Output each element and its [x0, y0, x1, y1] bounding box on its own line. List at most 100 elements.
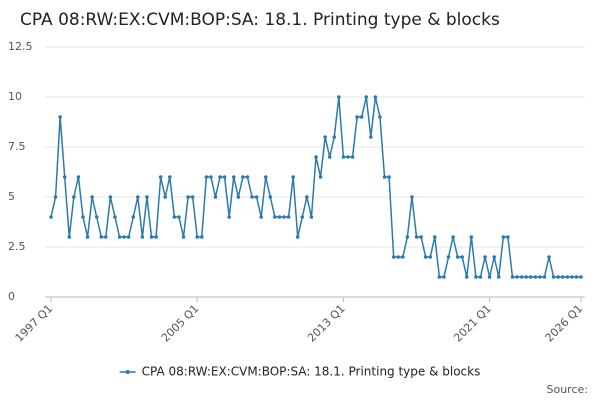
data-point [405, 235, 410, 239]
data-point [570, 275, 574, 279]
x-tick-label: 1997 Q1 [13, 302, 56, 345]
data-point [218, 175, 222, 179]
data-point [355, 115, 359, 119]
data-point [382, 175, 387, 179]
data-point [259, 215, 263, 219]
data-point [81, 215, 85, 219]
data-point [401, 255, 405, 259]
legend-label: CPA 08:RW:EX:CVM:BOP:SA: 18.1. Printing … [142, 365, 481, 379]
data-point [332, 135, 337, 139]
data-point [126, 235, 131, 239]
data-point [158, 175, 163, 179]
data-point [90, 195, 94, 199]
data-point [396, 255, 401, 259]
data-point [222, 175, 227, 179]
data-point [305, 195, 309, 199]
data-line [50, 96, 581, 278]
data-point [369, 135, 373, 139]
data-point [250, 195, 254, 199]
data-point [560, 275, 565, 279]
x-tick-label: 2026 Q1 [543, 302, 586, 345]
data-point [113, 215, 117, 219]
data-point [474, 275, 478, 279]
data-point [172, 215, 177, 219]
data-point [72, 195, 76, 199]
y-tick-label: 2.5 [8, 240, 26, 253]
data-point [154, 235, 158, 239]
data-point [501, 235, 506, 239]
data-point [487, 275, 492, 279]
data-point [391, 255, 396, 259]
data-point [318, 175, 323, 179]
data-point [268, 195, 273, 199]
data-point [314, 155, 318, 159]
y-tick-label: 10 [8, 90, 22, 103]
x-tick-label: 2021 Q1 [451, 302, 494, 345]
data-point [254, 195, 259, 199]
x-tick-label: 2013 Q1 [305, 302, 348, 345]
data-point [282, 215, 286, 219]
data-point [387, 175, 391, 179]
data-point [204, 175, 209, 179]
data-point [323, 135, 327, 139]
data-point [446, 255, 451, 259]
data-point [62, 175, 67, 179]
data-point [565, 275, 570, 279]
data-point [414, 235, 419, 239]
data-point [209, 175, 213, 179]
data-point [53, 195, 58, 199]
data-point [556, 275, 560, 279]
data-point [277, 215, 282, 219]
data-point [478, 275, 483, 279]
data-point [538, 275, 542, 279]
data-point [85, 235, 90, 239]
data-point [337, 95, 341, 99]
data-point [437, 275, 442, 279]
data-point [469, 235, 474, 239]
data-point [186, 195, 190, 199]
data-point [341, 155, 346, 159]
data-point [428, 255, 433, 259]
data-point [104, 235, 108, 239]
data-point [483, 255, 487, 259]
data-point [327, 155, 332, 159]
data-point [67, 235, 72, 239]
data-point [419, 235, 423, 239]
data-point [213, 195, 218, 199]
data-point [300, 215, 305, 219]
data-point [410, 195, 414, 199]
data-point [373, 95, 378, 99]
data-point [286, 215, 291, 219]
data-point [524, 275, 528, 279]
data-point [49, 215, 53, 219]
data-point [515, 275, 519, 279]
data-point [136, 195, 140, 199]
data-point [273, 215, 277, 219]
data-point [455, 255, 460, 259]
data-point [149, 235, 154, 239]
data-point [167, 175, 172, 179]
y-tick-label: 7.5 [8, 140, 26, 153]
data-point [245, 175, 250, 179]
data-point [117, 235, 122, 239]
data-point [364, 95, 369, 99]
data-point [163, 195, 168, 199]
data-point [145, 195, 149, 199]
data-point [350, 155, 355, 159]
data-point [263, 175, 268, 179]
data-point [510, 275, 515, 279]
data-point [241, 175, 245, 179]
data-point [99, 235, 104, 239]
data-point [190, 195, 195, 199]
data-point [177, 215, 181, 219]
data-point [291, 175, 295, 179]
data-point [496, 275, 501, 279]
data-point [199, 235, 204, 239]
data-point [460, 255, 465, 259]
data-point [231, 175, 236, 179]
data-point [506, 235, 510, 239]
data-point [492, 255, 496, 259]
data-point [346, 155, 350, 159]
data-point [181, 235, 186, 239]
